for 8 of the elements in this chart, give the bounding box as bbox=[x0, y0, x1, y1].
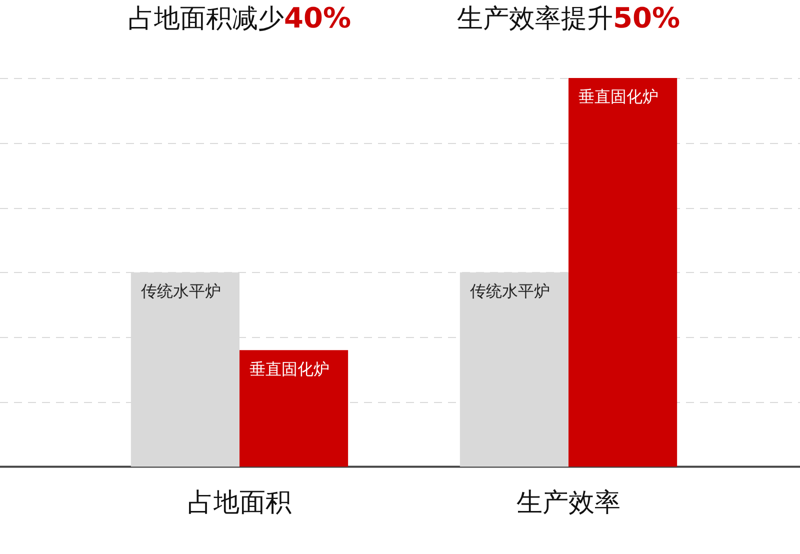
x-tick-label: 生产效率 bbox=[516, 488, 620, 518]
text: 生产效率提升50% bbox=[456, 1, 680, 34]
x-tick-label: 占地面积 bbox=[188, 488, 292, 518]
text: 占地面积减少40% bbox=[128, 1, 352, 34]
text: 传统水平炉 bbox=[470, 282, 550, 301]
series-label: 传统水平炉 bbox=[140, 282, 221, 301]
series-label: 垂直固化炉 bbox=[250, 359, 330, 378]
text: 垂直固化炉 bbox=[578, 87, 658, 106]
